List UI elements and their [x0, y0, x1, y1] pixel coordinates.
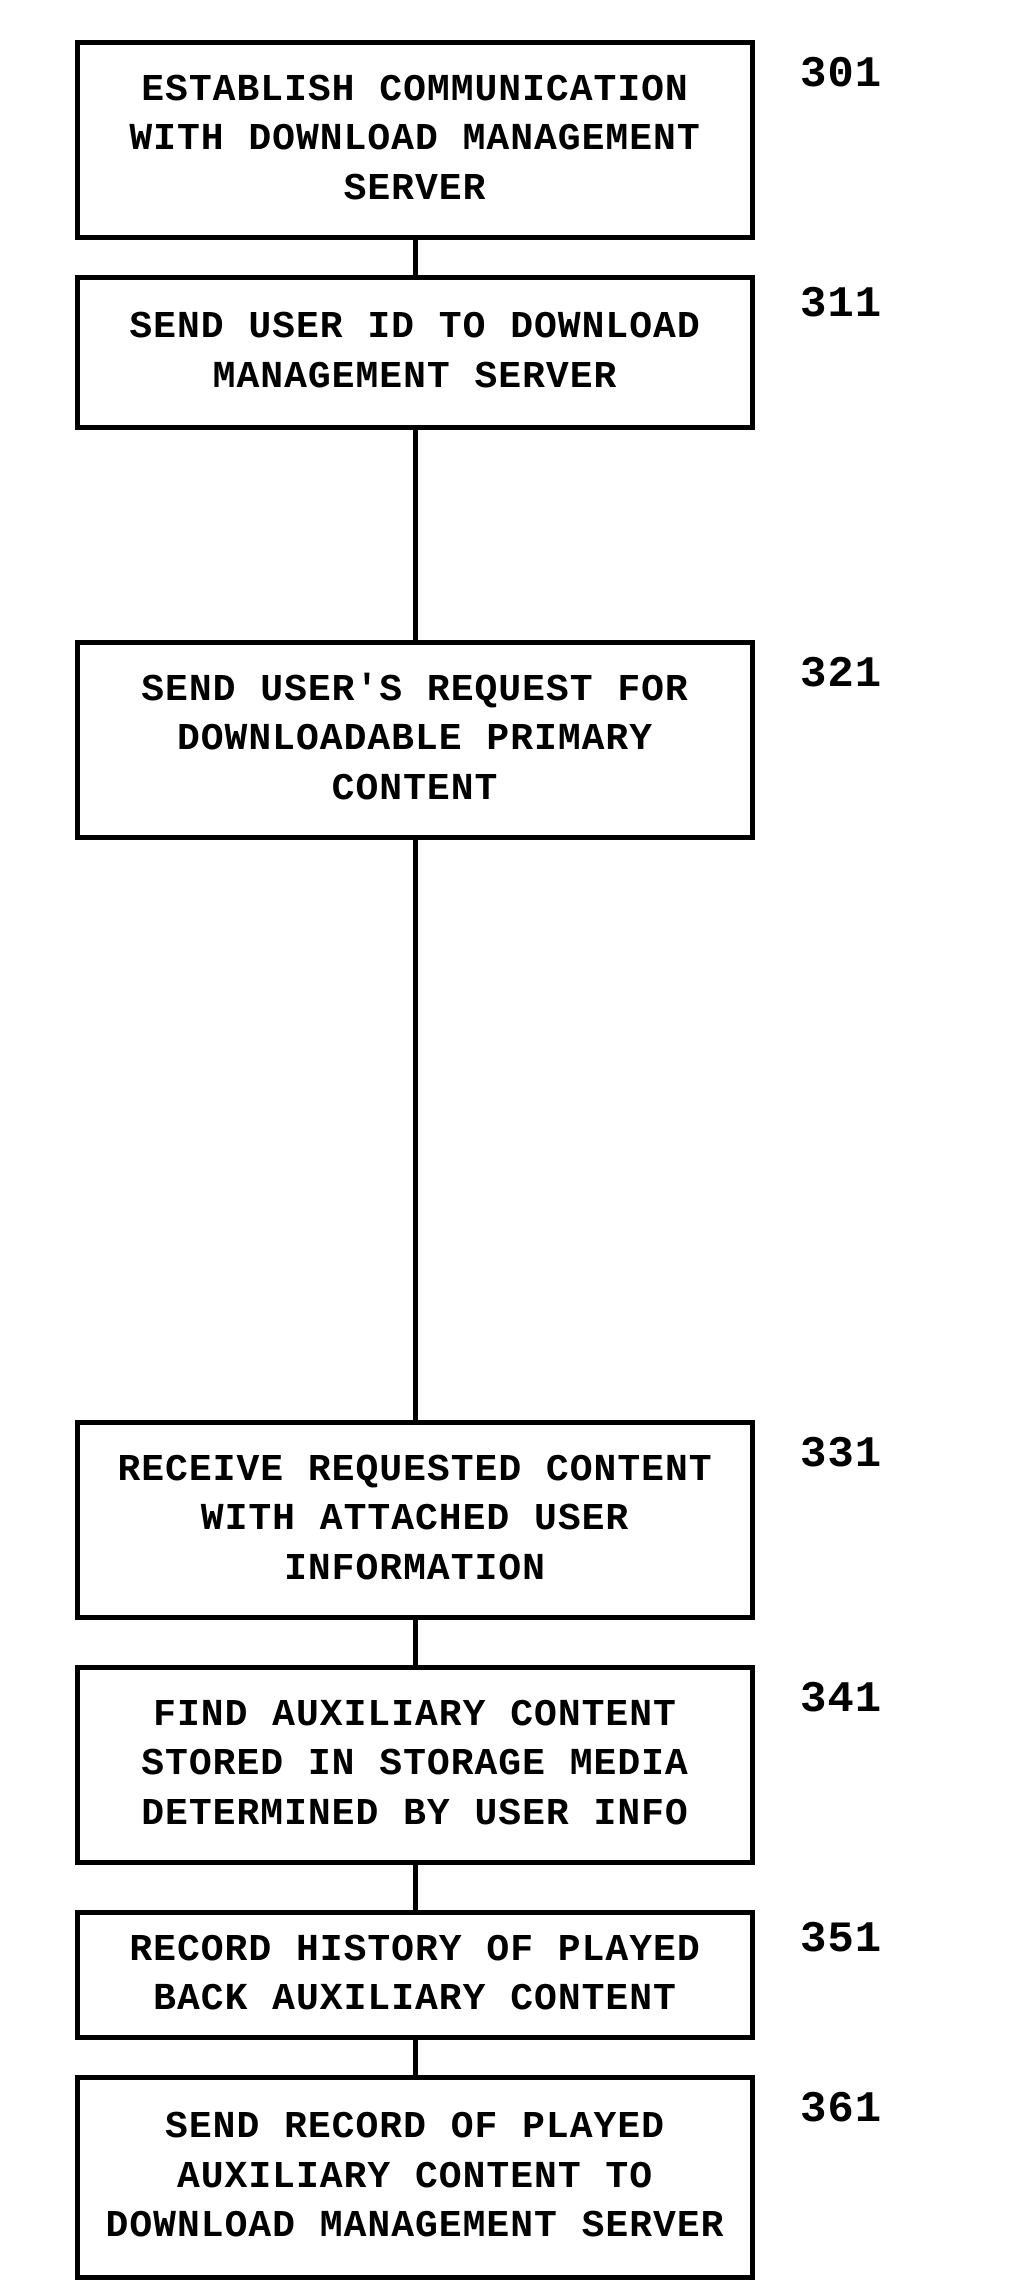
flow-node-331: RECEIVE REQUESTED CONTENT WITH ATTACHED … [75, 1420, 755, 1620]
flow-node-ref-331: 331 [800, 1430, 882, 1480]
flow-node-ref-text: 341 [800, 1675, 882, 1725]
flow-node-ref-301: 301 [800, 50, 882, 100]
flow-edge [413, 840, 418, 1420]
flow-edge [413, 240, 418, 275]
flow-node-341: FIND AUXILIARY CONTENT STORED IN STORAGE… [75, 1665, 755, 1865]
flow-node-ref-text: 301 [800, 50, 882, 100]
flow-node-ref-text: 361 [800, 2085, 882, 2135]
flow-node-text: SEND USER'S REQUEST FOR DOWNLOADABLE PRI… [104, 666, 726, 814]
flow-node-321: SEND USER'S REQUEST FOR DOWNLOADABLE PRI… [75, 640, 755, 840]
flow-edge [413, 1620, 418, 1665]
flow-node-ref-361: 361 [800, 2085, 882, 2135]
flow-node-text: SEND RECORD OF PLAYED AUXILIARY CONTENT … [104, 2103, 726, 2251]
flow-node-361: SEND RECORD OF PLAYED AUXILIARY CONTENT … [75, 2075, 755, 2280]
flow-node-ref-text: 351 [800, 1915, 882, 1965]
flow-edge [413, 1865, 418, 1910]
flow-node-text: ESTABLISH COMMUNICATION WITH DOWNLOAD MA… [104, 66, 726, 214]
flow-edge [413, 2040, 418, 2075]
flow-node-ref-text: 311 [800, 280, 882, 330]
flow-edge [413, 430, 418, 640]
flow-node-351: RECORD HISTORY OF PLAYED BACK AUXILIARY … [75, 1910, 755, 2040]
flow-node-text: SEND USER ID TO DOWNLOAD MANAGEMENT SERV… [104, 303, 726, 402]
flow-node-301: ESTABLISH COMMUNICATION WITH DOWNLOAD MA… [75, 40, 755, 240]
flow-node-311: SEND USER ID TO DOWNLOAD MANAGEMENT SERV… [75, 275, 755, 430]
flow-node-ref-311: 311 [800, 280, 882, 330]
flow-node-text: FIND AUXILIARY CONTENT STORED IN STORAGE… [104, 1691, 726, 1839]
flow-node-text: RECORD HISTORY OF PLAYED BACK AUXILIARY … [104, 1926, 726, 2025]
flow-node-ref-text: 321 [800, 650, 882, 700]
flow-node-ref-341: 341 [800, 1675, 882, 1725]
flow-node-ref-351: 351 [800, 1915, 882, 1965]
flow-node-ref-321: 321 [800, 650, 882, 700]
flowchart-container: ESTABLISH COMMUNICATION WITH DOWNLOAD MA… [0, 0, 1020, 2295]
flow-node-text: RECEIVE REQUESTED CONTENT WITH ATTACHED … [104, 1446, 726, 1594]
flow-node-ref-text: 331 [800, 1430, 882, 1480]
